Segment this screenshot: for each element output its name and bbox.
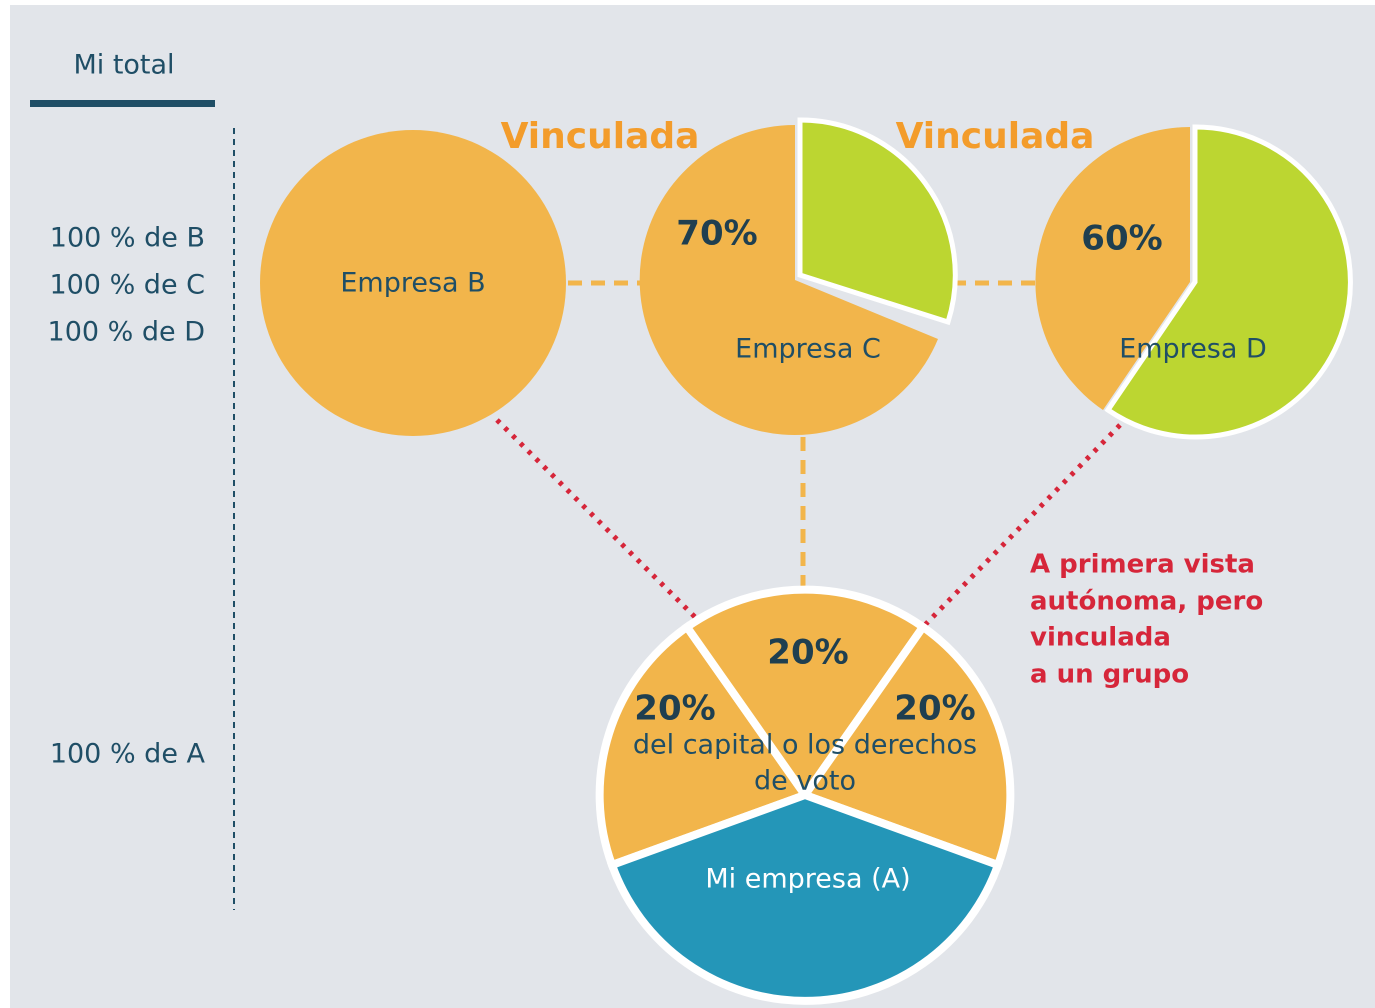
node-circle	[260, 130, 566, 436]
note-line: a un grupo	[1030, 660, 1189, 690]
node-slice	[1035, 127, 1190, 410]
node-share: 60%	[1081, 219, 1162, 259]
left-label: 100 % de B	[50, 223, 205, 254]
header-underline	[30, 100, 215, 107]
node-caption: del capital o los derechos	[633, 730, 977, 761]
node-pie	[595, 585, 1015, 1005]
node-slice	[798, 621, 1015, 871]
node-label: Mi empresa (A)	[705, 864, 910, 895]
header-title: Mi total	[73, 50, 174, 81]
node-label: Empresa C	[735, 334, 881, 365]
left-label: 100 % de A	[50, 739, 206, 770]
dotted-link	[495, 418, 702, 624]
node-slice	[681, 585, 929, 802]
node-caption: de voto	[754, 766, 856, 797]
node-label: Empresa D	[1119, 334, 1267, 365]
node-slice	[606, 790, 1004, 1005]
node-share: 20%	[634, 689, 715, 729]
note-line: vinculada	[1030, 623, 1171, 653]
node-slice	[1104, 124, 1353, 440]
node-slice	[797, 117, 958, 326]
node-share: 20%	[894, 689, 975, 729]
link-label: Vinculada	[501, 116, 700, 157]
node-slice	[595, 621, 812, 871]
node-label: Empresa B	[340, 268, 485, 299]
left-label: 100 % de D	[48, 317, 205, 348]
dotted-link	[918, 423, 1122, 632]
note-line: A primera vista	[1030, 550, 1255, 580]
node-share: 70%	[676, 214, 757, 254]
note-line: autónoma, pero	[1030, 587, 1263, 617]
node-slice	[639, 124, 938, 435]
left-label: 100 % de C	[49, 270, 205, 301]
link-label: Vinculada	[896, 116, 1095, 157]
node-share: 20%	[767, 633, 848, 673]
